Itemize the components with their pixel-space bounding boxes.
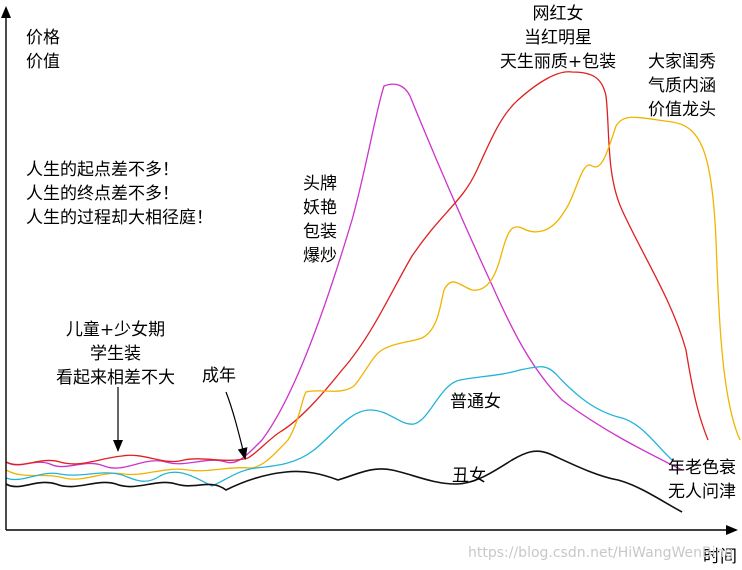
intro-note-line: 人生的终点差不多！ — [26, 184, 179, 204]
adult-label: 成年 — [202, 366, 236, 386]
influencer-label-line: 网红女 — [532, 4, 584, 24]
watermark: https://blog.csdn.net/HiWangWenBing — [468, 545, 734, 561]
lady-label: 大家闺秀 气质内涵 价值龙头 — [648, 50, 716, 122]
hype-label-line: 妖艳 — [303, 198, 337, 218]
influencer-label-line: 天生丽质+包装 — [499, 52, 617, 72]
influencer-curve — [5, 71, 709, 466]
plain-label: 丑女 — [452, 466, 486, 486]
lady-curve — [5, 116, 741, 480]
childhood-note: 儿童+少女期 学生装 看起来相差不大 — [33, 318, 198, 390]
adult-arrow — [225, 391, 248, 460]
childhood-note-line: 学生装 — [90, 344, 141, 364]
ordinary-label: 普通女 — [450, 392, 501, 412]
lady-label-line: 大家闺秀 — [648, 52, 716, 72]
lady-label-line: 价值龙头 — [648, 100, 716, 120]
hype-curve — [5, 83, 683, 471]
intro-note-line: 人生的过程却大相径庭！ — [26, 208, 213, 228]
old-age-label: 年老色衰 无人问津 — [668, 456, 736, 504]
influencer-label-line: 当红明星 — [524, 28, 592, 48]
old-age-label-line: 无人问津 — [668, 482, 736, 502]
ordinary-curve — [5, 366, 673, 487]
childhood-note-line: 儿童+少女期 — [65, 320, 166, 340]
intro-note-line: 人生的起点差不多！ — [26, 160, 179, 180]
hype-label-line: 爆炒 — [303, 246, 337, 266]
childhood-note-line: 看起来相差不大 — [56, 368, 175, 388]
x-axis-label: 时间 — [703, 547, 737, 567]
y-axis-label: 价格 价值 — [26, 26, 60, 74]
y-axis-label-line: 价格 — [26, 28, 60, 48]
plain-curve — [5, 450, 683, 513]
intro-note: 人生的起点差不多！ 人生的终点差不多！ 人生的过程却大相径庭！ — [26, 158, 213, 230]
y-axis-label-line: 价值 — [26, 52, 60, 72]
hype-label-line: 包装 — [303, 222, 337, 242]
lady-label-line: 气质内涵 — [648, 76, 716, 96]
influencer-label: 网红女 当红明星 天生丽质+包装 — [488, 2, 628, 74]
hype-label: 头牌 妖艳 包装 爆炒 — [303, 172, 337, 268]
old-age-label-line: 年老色衰 — [668, 458, 736, 478]
hype-label-line: 头牌 — [303, 174, 337, 194]
